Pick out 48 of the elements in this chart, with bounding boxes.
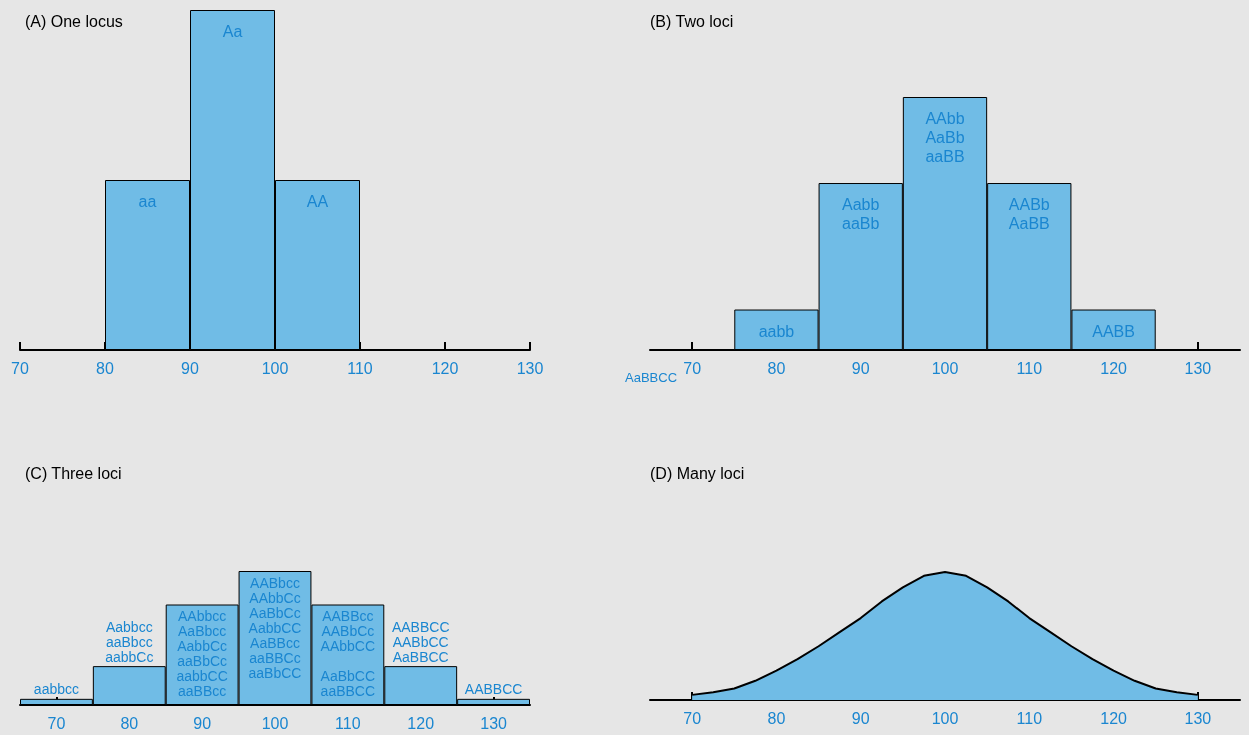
x-tick-label: 100 xyxy=(261,359,289,377)
x-tick-label: 110 xyxy=(335,714,361,732)
x-tick-label: 70 xyxy=(683,359,702,377)
x-tick-label: 70 xyxy=(47,714,66,732)
annotation: aabbcc xyxy=(33,681,80,698)
x-tick-label: 130 xyxy=(1184,709,1212,727)
annotation: Aabb aaBb xyxy=(842,196,880,233)
x-tick-label: 90 xyxy=(851,359,870,377)
x-tick-label: 80 xyxy=(767,359,786,377)
annotation: AABBcc AABbCc AAbbCC AaBbCC aaBBCC xyxy=(320,608,376,699)
x-tick-label: 110 xyxy=(1016,359,1043,377)
x-tick-label: 70 xyxy=(11,359,29,377)
x-tick-label: 120 xyxy=(1100,709,1128,727)
x-tick-label: 120 xyxy=(431,359,459,377)
annotation: AABBCC AABbCC AaBBCC xyxy=(391,618,450,665)
annotation: aa xyxy=(138,193,157,210)
x-tick-label: 100 xyxy=(261,714,289,732)
annotation: AA xyxy=(306,193,329,210)
x-tick-label: 70 xyxy=(683,709,702,727)
x-tick-label: 90 xyxy=(851,709,870,727)
chart-title: (D) Many loci xyxy=(650,464,745,482)
x-tick-label: 80 xyxy=(120,714,139,732)
x-tick-label: 110 xyxy=(1016,709,1043,727)
x-tick-label: 100 xyxy=(931,359,959,377)
x-tick-label: 120 xyxy=(1100,359,1128,377)
x-tick-label: 130 xyxy=(1184,359,1212,377)
x-tick-label: 110 xyxy=(347,359,373,377)
annotation: AABbcc AAbbCc AaBbCc AabbCC AaBBcc aaBBCc aaBbCC xyxy=(248,574,302,681)
text: AaBBCC xyxy=(625,370,678,385)
x-tick-label: 90 xyxy=(181,359,199,377)
x-tick-label: 130 xyxy=(516,359,544,377)
annotation: aabb xyxy=(758,322,795,340)
x-tick-label: 80 xyxy=(96,359,114,377)
annotation: Aabbcc aaBbcc aabbCc xyxy=(105,618,154,665)
annotation: AAbbcc AaBbcc AabbCc aaBbCc aabbCC aaBBcc xyxy=(176,608,228,699)
x-tick-label: 120 xyxy=(407,714,435,732)
x-tick-label: 90 xyxy=(193,714,212,732)
annotation: AABBCC xyxy=(464,681,523,698)
x-tick-label: 130 xyxy=(480,714,508,732)
chart-title: (A) One locus xyxy=(25,12,123,30)
annotation: Aa xyxy=(222,23,243,40)
annotation: AABB xyxy=(1092,322,1135,340)
annotation: AAbb AaBb aaBB xyxy=(925,110,965,165)
x-tick-label: 100 xyxy=(931,709,959,727)
annotation: AABb AaBB xyxy=(1008,196,1050,233)
chart-title: (B) Two loci xyxy=(650,12,734,30)
chart-title: (C) Three loci xyxy=(25,464,122,482)
x-tick-label: 80 xyxy=(767,709,786,727)
